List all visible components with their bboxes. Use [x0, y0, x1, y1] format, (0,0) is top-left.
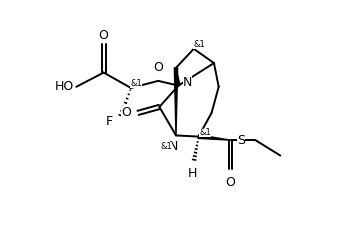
- Text: &1: &1: [193, 40, 205, 49]
- Text: F: F: [106, 115, 113, 128]
- Text: O: O: [121, 106, 131, 119]
- Text: O: O: [226, 176, 235, 189]
- Text: S: S: [237, 134, 245, 147]
- Text: O: O: [99, 29, 108, 42]
- Text: &1: &1: [199, 128, 211, 137]
- Polygon shape: [198, 135, 231, 140]
- Text: O: O: [153, 61, 163, 74]
- Text: &1: &1: [160, 142, 172, 151]
- Text: H: H: [188, 167, 197, 180]
- Text: N: N: [169, 140, 178, 153]
- Text: N: N: [183, 76, 193, 89]
- Polygon shape: [174, 68, 178, 135]
- Text: &1: &1: [130, 79, 142, 88]
- Text: HO: HO: [54, 80, 74, 93]
- Polygon shape: [176, 68, 180, 86]
